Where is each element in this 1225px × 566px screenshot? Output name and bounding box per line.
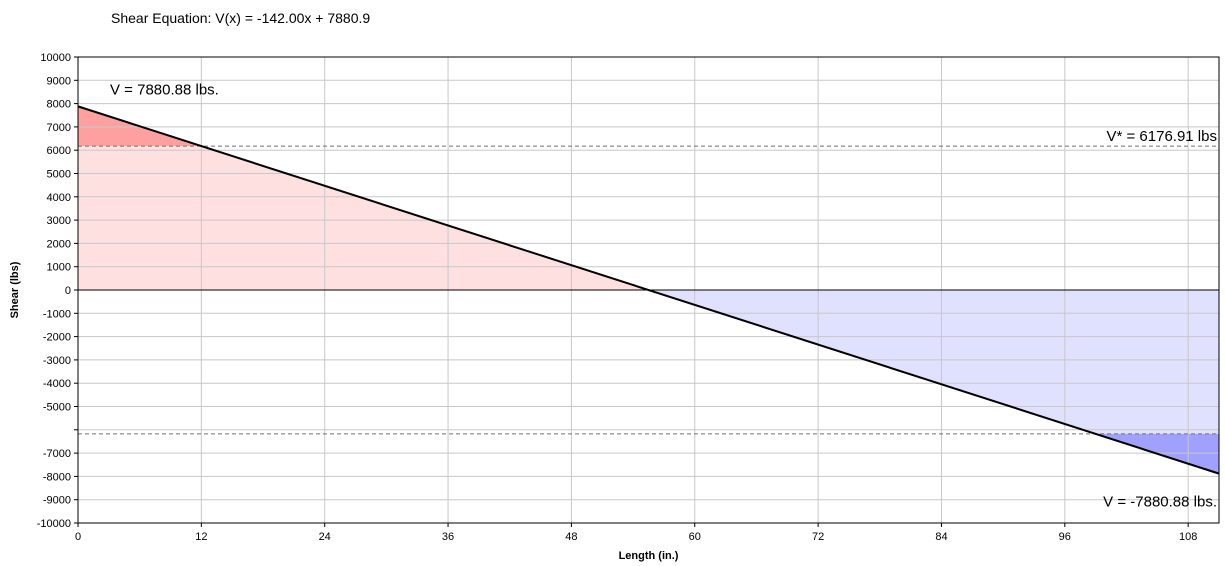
x-tick-label: 108 <box>1179 531 1197 543</box>
x-tick-label: 24 <box>319 531 331 543</box>
y-tick-label: 4000 <box>47 192 71 204</box>
y-tick-label: -9000 <box>43 495 71 507</box>
y-tick-label: -8000 <box>43 471 71 483</box>
reference-lines <box>78 145 1219 435</box>
y-tick-label: 6000 <box>47 145 71 157</box>
chart-title: Shear Equation: V(x) = -142.00x + 7880.9 <box>111 10 370 26</box>
positive-shear-area <box>78 146 649 290</box>
y-axis-label: Shear (lbs) <box>9 261 21 318</box>
x-axis-label: Length (in.) <box>619 550 679 562</box>
y-tick-label: 3000 <box>47 215 71 227</box>
annotation-v-star: V* = 6176.91 lbs <box>1106 128 1217 145</box>
y-tick-label: -3000 <box>43 355 71 367</box>
y-tick-label: -7000 <box>43 448 71 460</box>
x-tick-label: 84 <box>935 531 947 543</box>
x-axis-ticks: 0 12 24 36 48 60 72 84 96 108 <box>75 523 1197 543</box>
x-tick-label: 72 <box>812 531 824 543</box>
y-tick-label: 5000 <box>47 169 71 181</box>
y-tick-label: 2000 <box>47 238 71 250</box>
x-tick-label: 0 <box>75 531 81 543</box>
x-tick-label: 96 <box>1059 531 1071 543</box>
annotation-v-end: V = -7880.88 lbs. <box>1103 494 1217 511</box>
grid-lines <box>78 57 1219 523</box>
y-axis-ticks: 1000090008000700060005000400030002000100… <box>37 52 78 530</box>
y-tick-label: -10000 <box>37 518 71 530</box>
y-tick-label: -5000 <box>43 402 71 414</box>
y-tick-label: 0 <box>65 285 71 297</box>
y-tick-label: 10000 <box>40 52 71 64</box>
negative-shear-area <box>648 290 1219 434</box>
x-tick-label: 36 <box>442 531 454 543</box>
y-tick-label: -1000 <box>43 308 71 320</box>
shear-series <box>77 105 1220 475</box>
shear-line <box>77 105 1220 475</box>
y-tick-label: 9000 <box>47 75 71 87</box>
x-tick-label: 60 <box>689 531 701 543</box>
y-tick-label: -2000 <box>43 332 71 344</box>
y-tick-label: 1000 <box>47 262 71 274</box>
y-tick-label: -4000 <box>43 378 71 390</box>
annotation-v-start: V = 7880.88 lbs. <box>110 81 219 98</box>
y-tick-label: 8000 <box>47 99 71 111</box>
x-tick-label: 12 <box>195 531 207 543</box>
y-tick-label: 7000 <box>47 122 71 134</box>
x-tick-label: 48 <box>565 531 577 543</box>
